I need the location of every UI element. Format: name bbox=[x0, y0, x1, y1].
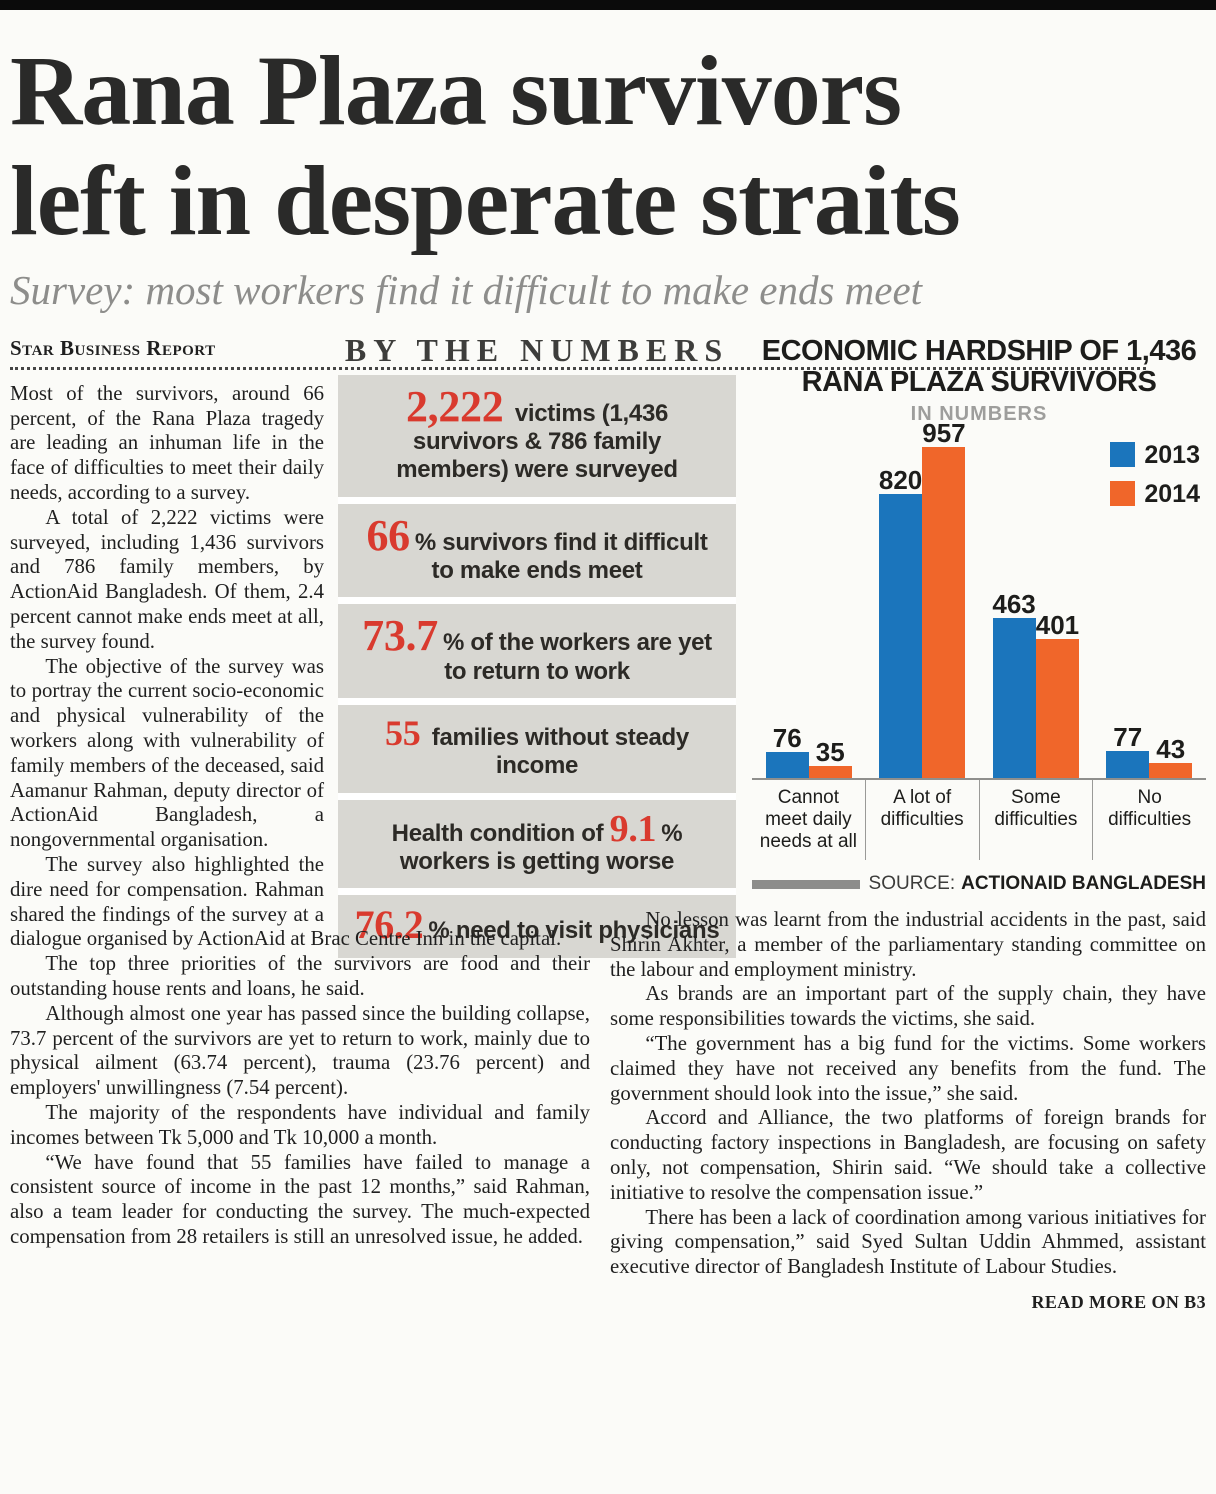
category-label: Cannot meet daily needs at all bbox=[759, 787, 857, 853]
chart-bars: 76 35 820 957 463 401 77 43 bbox=[752, 420, 1207, 779]
category-label: No difficulties bbox=[1092, 780, 1206, 860]
article-paragraph: The majority of the respondents have ind… bbox=[10, 1100, 590, 1149]
article-paragraph: The objective of the survey was to portr… bbox=[10, 654, 324, 852]
bar-2014-3 bbox=[1149, 763, 1193, 779]
bar-chart: ECONOMIC HARDSHIP OF 1,436 RANA PLAZA SU… bbox=[752, 335, 1207, 908]
stat-item: 73.7% of the workers are yet to return t… bbox=[338, 604, 736, 698]
legend-item-2013: 2013 bbox=[1110, 442, 1200, 468]
stat-number: 9.1 bbox=[609, 807, 657, 850]
bar-value-label: 76 bbox=[772, 722, 802, 753]
headline: Rana Plaza survivors left in desperate s… bbox=[10, 36, 1206, 256]
stat-item: 76.2% need to visit physicians bbox=[338, 895, 736, 958]
chart-plot-area: 76 35 820 957 463 401 77 43 2013 2014 bbox=[752, 420, 1207, 781]
article-paragraph: A total of 2,222 victims were surveyed, … bbox=[10, 505, 324, 653]
bar-value-label: 35 bbox=[815, 736, 845, 767]
article-paragraph: The survey also highlighted the dire nee… bbox=[10, 852, 562, 951]
headline-line2: left in desperate straits bbox=[10, 145, 961, 256]
article-paragraph: Although almost one year has passed sinc… bbox=[10, 1001, 590, 1100]
bar-value-label: 820 bbox=[878, 464, 923, 495]
bar-group: 76 35 bbox=[752, 722, 866, 779]
infographics-panel: BY THE NUMBERS 2,222 victims (1,436 surv… bbox=[338, 332, 1207, 958]
category-label: A lot of difficulties bbox=[864, 780, 979, 860]
bar-2014-1 bbox=[922, 447, 966, 779]
right-column-text: No lesson was learnt from the industrial… bbox=[610, 908, 1206, 1280]
numbers-items: 2,222 victims (1,436 survivors & 786 fam… bbox=[338, 374, 736, 958]
stat-number: 2,222 bbox=[405, 381, 504, 431]
top-rule bbox=[0, 0, 1216, 10]
article-paragraph: “The government has a big fund for the v… bbox=[610, 1031, 1206, 1105]
main-text: Most of the survivors, around 66 percent… bbox=[10, 382, 1206, 1250]
stat-item: 66% survivors find it difficult to make … bbox=[338, 503, 736, 598]
numbers-title: BY THE NUMBERS bbox=[344, 332, 730, 368]
byline: Star Business Report bbox=[10, 336, 216, 360]
bar-2013-0 bbox=[765, 752, 809, 779]
bar-value-label: 463 bbox=[992, 588, 1036, 619]
bar-group: 463 401 bbox=[979, 588, 1093, 779]
stat-item: 55 families without steady income bbox=[338, 704, 736, 793]
newspaper-page: Rana Plaza survivors left in desperate s… bbox=[0, 36, 1216, 1312]
article-paragraph: As brands are an important part of the s… bbox=[610, 982, 1206, 1031]
article-paragraph: “We have found that 55 families have fai… bbox=[10, 1150, 590, 1248]
source-rule bbox=[752, 879, 860, 889]
article-body: BY THE NUMBERS 2,222 victims (1,436 surv… bbox=[10, 332, 1207, 1312]
stat-number: 73.7 bbox=[362, 611, 438, 661]
bar-2013-3 bbox=[1106, 751, 1150, 779]
bar-value-label: 401 bbox=[1035, 609, 1080, 640]
chart-title: ECONOMIC HARDSHIP OF 1,436 RANA PLAZA SU… bbox=[761, 335, 1197, 399]
article-paragraph: No lesson was learnt from the industrial… bbox=[610, 908, 1206, 981]
read-more: READ MORE ON B3 bbox=[1031, 1291, 1206, 1312]
bar-value-label: 957 bbox=[922, 417, 966, 448]
chart-legend: 2013 2014 bbox=[1110, 442, 1200, 520]
bar-group: 820 957 bbox=[866, 417, 980, 779]
bar-value-label: 77 bbox=[1113, 721, 1143, 752]
bar-2013-2 bbox=[992, 618, 1036, 779]
source-name: ACTIONAID BANGLADESH bbox=[961, 872, 1206, 894]
bar-group: 77 43 bbox=[1093, 721, 1207, 779]
chart-source-row: SOURCE: ACTIONAID BANGLADESH bbox=[752, 872, 1206, 897]
by-the-numbers-box: BY THE NUMBERS 2,222 victims (1,436 surv… bbox=[338, 332, 736, 958]
bar-2014-2 bbox=[1035, 639, 1079, 779]
subhead: Survey: most workers find it difficult t… bbox=[10, 267, 923, 313]
chart-category-labels: Cannot meet daily needs at all A lot of d… bbox=[752, 780, 1206, 860]
category-label: Some difficulties bbox=[978, 780, 1093, 860]
right-column: No lesson was learnt from the industrial… bbox=[610, 908, 1206, 1315]
article-paragraph: Most of the survivors, around 66 percent… bbox=[10, 381, 324, 504]
legend-swatch-icon bbox=[1110, 481, 1136, 507]
bar-2014-0 bbox=[808, 766, 852, 779]
bar-value-label: 43 bbox=[1156, 733, 1186, 764]
article-paragraph: There has been a lack of coordination am… bbox=[610, 1205, 1206, 1279]
byline-rule bbox=[10, 366, 1147, 370]
article-paragraph: The top three priorities of the survivor… bbox=[10, 952, 590, 1000]
headline-line1: Rana Plaza survivors bbox=[10, 35, 902, 146]
stat-number: 76.2 bbox=[354, 902, 424, 948]
legend-swatch-icon bbox=[1110, 442, 1136, 468]
source-label: SOURCE: bbox=[868, 872, 956, 894]
stat-item: 2,222 victims (1,436 survivors & 786 fam… bbox=[338, 374, 736, 497]
legend-item-2014: 2014 bbox=[1110, 481, 1200, 507]
stat-number: 55 bbox=[385, 712, 421, 753]
chart-subtitle: IN NUMBERS bbox=[910, 402, 1048, 425]
article-paragraph: Accord and Alliance, the two platforms o… bbox=[610, 1106, 1206, 1204]
stat-item: Health condition of 9.1% workers is gett… bbox=[338, 799, 736, 889]
bar-2013-1 bbox=[879, 494, 923, 779]
stat-number: 66 bbox=[366, 510, 410, 560]
